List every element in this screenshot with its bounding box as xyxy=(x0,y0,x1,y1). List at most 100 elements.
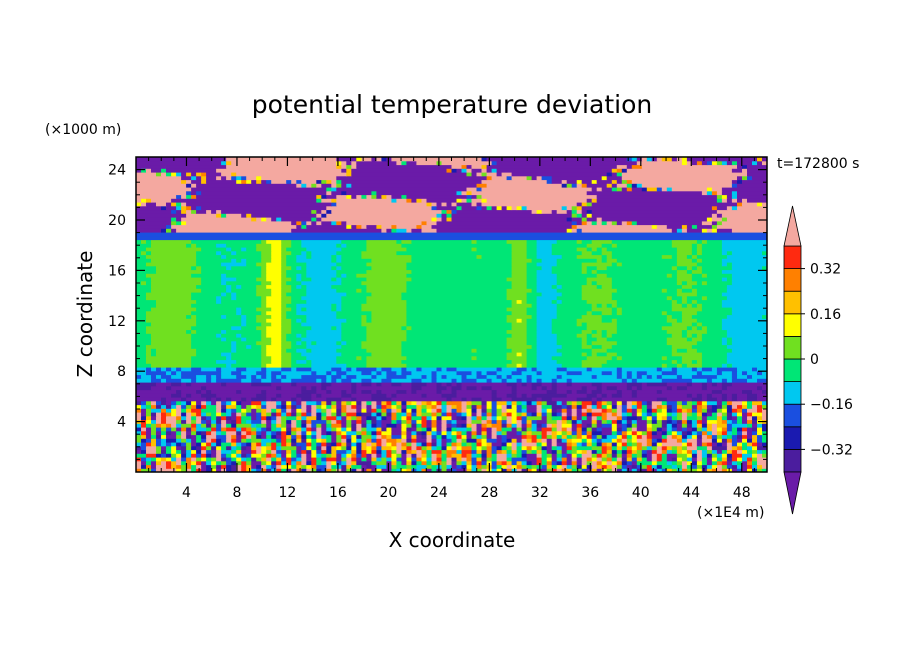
contour-cell xyxy=(686,224,693,229)
contour-cell xyxy=(411,430,417,436)
contour-cell xyxy=(521,299,528,304)
contour-cell xyxy=(256,243,272,248)
contour-cell xyxy=(301,280,342,286)
contour-cell xyxy=(151,198,172,203)
contour-cell xyxy=(631,374,638,379)
contour-cell xyxy=(541,400,548,406)
contour-cell xyxy=(486,172,498,177)
contour-cell xyxy=(686,385,703,391)
contour-cell xyxy=(216,359,237,364)
contour-cell xyxy=(576,254,603,259)
contour-cell xyxy=(511,460,518,466)
contour-cell xyxy=(166,224,172,229)
contour-cell xyxy=(757,434,763,439)
contour-cell xyxy=(296,412,302,417)
contour-cell xyxy=(236,460,242,466)
contour-cell xyxy=(636,157,643,162)
contour-cell xyxy=(331,419,337,424)
contour-cell xyxy=(681,303,688,308)
contour-cell xyxy=(731,179,738,184)
contour-cell xyxy=(196,265,202,271)
contour-cell xyxy=(626,404,633,409)
contour-cell xyxy=(211,453,217,458)
contour-cell xyxy=(186,202,332,207)
contour-cell xyxy=(481,370,488,376)
contour-cell xyxy=(576,205,583,211)
contour-cell xyxy=(406,284,513,289)
contour-cell xyxy=(151,423,157,428)
contour-cell xyxy=(236,348,262,353)
contour-cell xyxy=(701,250,723,256)
contour-cell xyxy=(346,419,352,424)
contour-cell xyxy=(591,457,598,462)
contour-cell xyxy=(316,393,322,398)
contour-cell xyxy=(581,370,603,376)
contour-cell xyxy=(391,460,397,466)
contour-cell xyxy=(166,460,172,466)
contour-cell xyxy=(316,385,322,391)
contour-cell xyxy=(526,423,533,428)
contour-cell xyxy=(421,412,433,417)
contour-cell xyxy=(401,412,407,417)
contour-cell xyxy=(401,367,407,372)
contour-cell xyxy=(631,419,638,424)
contour-cell xyxy=(401,160,407,166)
contour-cell xyxy=(606,468,613,472)
contour-cell xyxy=(616,400,623,406)
contour-cell xyxy=(291,352,302,357)
contour-cell xyxy=(406,307,508,312)
contour-cell xyxy=(276,393,282,398)
contour-cell xyxy=(166,228,172,233)
contour-cell xyxy=(226,430,237,436)
contour-cell xyxy=(481,205,488,211)
contour-cell xyxy=(441,412,448,417)
contour-cell xyxy=(271,460,277,466)
contour-cell xyxy=(226,164,337,169)
contour-cell xyxy=(731,307,767,312)
contour-cell xyxy=(436,438,443,443)
contour-cell xyxy=(136,468,142,472)
contour-cell xyxy=(171,400,177,406)
contour-cell xyxy=(556,427,563,432)
contour-cell xyxy=(251,344,262,349)
contour-cell xyxy=(341,299,367,304)
contour-cell xyxy=(336,370,347,376)
contour-cell xyxy=(762,427,767,432)
contour-cell xyxy=(551,209,558,214)
contour-cell xyxy=(301,243,337,248)
contour-cell xyxy=(491,160,498,166)
contour-cell xyxy=(446,408,453,413)
contour-cell xyxy=(201,367,217,372)
contour-cell xyxy=(146,352,152,357)
contour-cell xyxy=(506,419,513,424)
contour-cell xyxy=(206,400,212,406)
contour-cell xyxy=(216,393,257,398)
contour-cell xyxy=(306,453,312,458)
contour-cell xyxy=(666,415,673,421)
contour-cell xyxy=(176,438,182,443)
contour-cell xyxy=(271,359,282,364)
contour-cell xyxy=(566,468,573,472)
contour-cell xyxy=(296,340,302,346)
contour-cell xyxy=(336,187,468,192)
contour-cell xyxy=(636,408,643,413)
contour-cell xyxy=(151,404,157,409)
contour-cell xyxy=(306,423,312,428)
contour-cell xyxy=(306,344,342,349)
contour-cell xyxy=(271,179,287,184)
contour-cell xyxy=(281,370,312,376)
contour-cell xyxy=(196,427,207,432)
x-tick-label: 20 xyxy=(379,485,397,501)
contour-cell xyxy=(306,262,337,267)
contour-cell xyxy=(441,430,448,436)
contour-cell xyxy=(666,337,688,342)
contour-cell xyxy=(261,363,267,368)
contour-cell xyxy=(491,378,503,383)
contour-cell xyxy=(441,442,448,447)
contour-cell xyxy=(516,453,523,458)
contour-cell xyxy=(391,427,402,432)
contour-cell xyxy=(621,374,628,379)
contour-cell xyxy=(651,434,663,439)
contour-cell xyxy=(716,468,723,472)
contour-cell xyxy=(151,419,157,424)
